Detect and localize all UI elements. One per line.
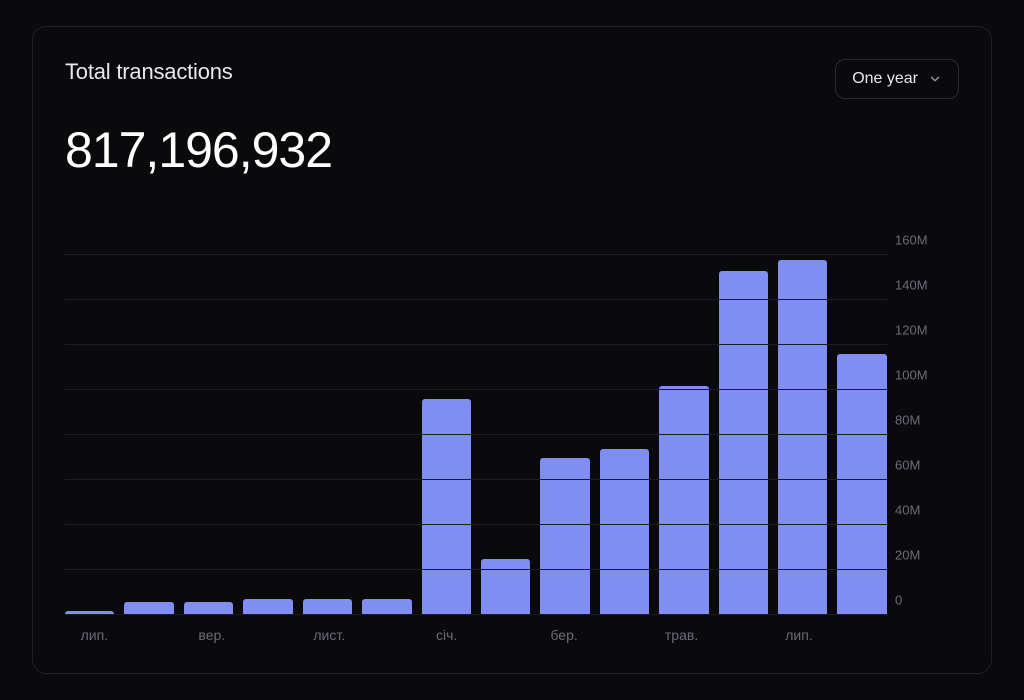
chart-bar [362, 599, 411, 615]
timerange-dropdown[interactable]: One year [835, 59, 959, 99]
chevron-down-icon [928, 72, 942, 86]
chart-gridline [65, 524, 887, 525]
card-title: Total transactions [65, 59, 233, 85]
chart-yaxis: 020M40M60M80M100M120M140M160M [895, 255, 959, 615]
transactions-chart: 020M40M60M80M100M120M140M160M лип.вер.ли… [65, 255, 959, 645]
chart-gridline [65, 479, 887, 480]
chart-ytick: 20M [895, 548, 959, 563]
card-header: Total transactions One year [65, 59, 959, 99]
chart-xtick: лип. [770, 619, 829, 645]
chart-ytick: 140M [895, 278, 959, 293]
chart-bar-slot [600, 255, 649, 615]
chart-bar-slot [659, 255, 708, 615]
timerange-label: One year [852, 70, 918, 88]
chart-xaxis: лип. вер. лист. січ. бер. трав. лип. [65, 619, 887, 645]
chart-bar [719, 271, 768, 615]
chart-gridline [65, 389, 887, 390]
chart-bar-slot [362, 255, 411, 615]
chart-bar [540, 458, 589, 616]
chart-gridline [65, 344, 887, 345]
chart-ytick: 0 [895, 593, 959, 608]
chart-xtick: вер. [182, 619, 241, 645]
chart-plot-area [65, 255, 887, 615]
chart-gridline [65, 569, 887, 570]
chart-xtick: лип. [65, 619, 124, 645]
chart-bar-slot [184, 255, 233, 615]
transactions-card: Total transactions One year 817,196,932 … [32, 26, 992, 674]
chart-bar-slot [124, 255, 173, 615]
chart-bar-slot [303, 255, 352, 615]
chart-xtick [241, 619, 300, 645]
chart-xtick [593, 619, 652, 645]
chart-bar [837, 354, 886, 615]
chart-xtick [828, 619, 887, 645]
chart-bar [422, 399, 471, 615]
chart-gridline [65, 254, 887, 255]
chart-bar [124, 602, 173, 616]
chart-bar [659, 386, 708, 616]
chart-bar [481, 559, 530, 615]
chart-gridline [65, 434, 887, 435]
chart-bar [243, 599, 292, 615]
chart-bar-slot [837, 255, 886, 615]
chart-bar-slot [481, 255, 530, 615]
chart-bars [65, 255, 887, 615]
chart-gridline [65, 299, 887, 300]
chart-xtick [711, 619, 770, 645]
chart-bar [303, 599, 352, 615]
chart-xtick: трав. [652, 619, 711, 645]
chart-xtick: лист. [300, 619, 359, 645]
chart-xtick [359, 619, 418, 645]
chart-bar-slot [540, 255, 589, 615]
chart-ytick: 120M [895, 323, 959, 338]
chart-bar-slot [719, 255, 768, 615]
chart-xtick: січ. [417, 619, 476, 645]
chart-bar-slot [778, 255, 827, 615]
chart-xtick: бер. [535, 619, 594, 645]
chart-gridline [65, 614, 887, 615]
chart-bar-slot [243, 255, 292, 615]
chart-bar [600, 449, 649, 616]
chart-xtick [476, 619, 535, 645]
chart-ytick: 100M [895, 368, 959, 383]
chart-ytick: 60M [895, 458, 959, 473]
chart-xtick [124, 619, 183, 645]
chart-ytick: 80M [895, 413, 959, 428]
chart-bar [184, 602, 233, 616]
chart-bar [778, 260, 827, 616]
total-transactions-value: 817,196,932 [65, 121, 959, 179]
chart-ytick: 160M [895, 233, 959, 248]
chart-ytick: 40M [895, 503, 959, 518]
chart-bar-slot [422, 255, 471, 615]
chart-bar-slot [65, 255, 114, 615]
